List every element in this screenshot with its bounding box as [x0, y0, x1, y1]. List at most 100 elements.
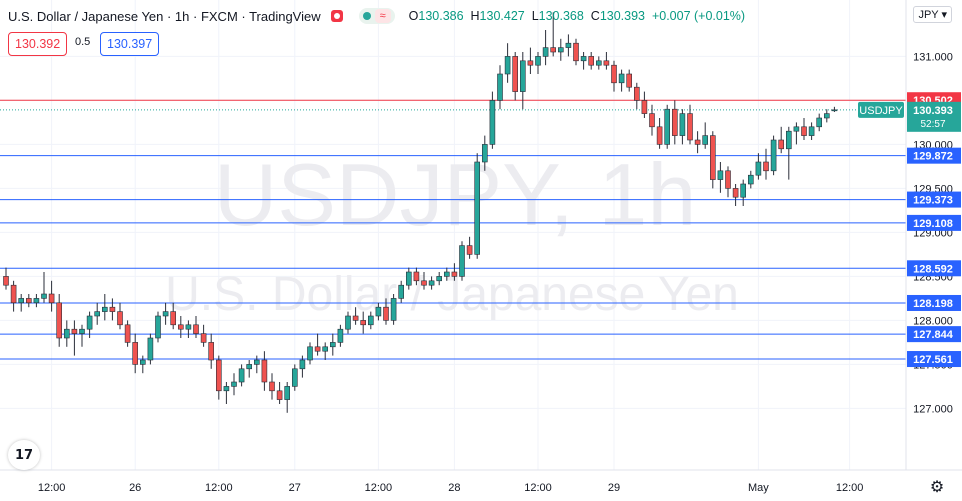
- open-value: 130.386: [418, 9, 464, 23]
- candle-body: [679, 113, 686, 136]
- candle-body: [428, 280, 435, 286]
- symbol-title[interactable]: U.S. Dollar / Japanese Yen · 1h · FXCM ·…: [8, 8, 321, 24]
- candle-body: [793, 126, 800, 132]
- sell-button[interactable]: 130.392: [8, 32, 68, 56]
- candle-body: [747, 174, 754, 185]
- candle-body: [48, 293, 55, 304]
- market-status-pill[interactable]: ≈: [358, 8, 395, 24]
- candle-body: [656, 126, 663, 145]
- candle-body: [542, 47, 549, 57]
- price-line-label-bg: [907, 147, 961, 164]
- time-tick-label: 12:00: [365, 482, 393, 494]
- candle-body: [284, 386, 291, 400]
- watermark-name: U.S. Dollar / Japanese Yen: [165, 268, 739, 321]
- candle-body: [367, 315, 374, 326]
- candle-body: [535, 56, 541, 66]
- countdown-label: 52:57: [920, 119, 945, 130]
- candle-body: [512, 56, 519, 92]
- candle-body: [208, 342, 214, 361]
- chart-header: U.S. Dollar / Japanese Yen · 1h · FXCM ·…: [8, 6, 745, 26]
- high-value: 130.427: [479, 9, 525, 23]
- candle-body: [785, 130, 792, 150]
- candle-body: [352, 315, 359, 321]
- price-labels: 130.502129.872129.373129.108128.592128.1…: [858, 92, 961, 368]
- candle-body: [778, 139, 785, 150]
- candle-body: [405, 271, 412, 286]
- candle-body: [10, 284, 17, 304]
- gear-icon[interactable]: ⚙: [929, 479, 945, 496]
- candle-body: [41, 293, 47, 299]
- time-tick-label: 12:00: [524, 482, 552, 494]
- candle-body: [725, 170, 731, 189]
- price-tick-label: 128.000: [913, 315, 953, 327]
- candle-body: [33, 298, 40, 304]
- candle-body: [360, 320, 367, 326]
- candle-body: [102, 306, 108, 312]
- symbol-tag-bg: [858, 101, 904, 118]
- price-tick-label: 131.000: [913, 51, 953, 63]
- buy-button[interactable]: 130.397: [100, 32, 160, 56]
- candle-body: [79, 328, 85, 334]
- candle-body: [694, 139, 701, 145]
- candle-body: [466, 245, 473, 255]
- last-price-label: 130.393: [913, 105, 953, 117]
- candle-body: [664, 108, 671, 145]
- candle-body: [443, 271, 450, 277]
- candle-body: [641, 100, 648, 114]
- candle-body: [626, 73, 633, 88]
- price-line-label: 128.592: [913, 263, 953, 275]
- price-line-label-bg: [907, 260, 961, 277]
- candle-body: [86, 315, 93, 330]
- candle-body: [140, 359, 146, 365]
- candle-body: [124, 324, 131, 343]
- candle-body: [413, 271, 420, 282]
- time-tick-label: 26: [129, 482, 141, 494]
- candle-body: [504, 56, 511, 75]
- price-axis[interactable]: 127.000127.500128.000128.500129.000129.5…: [905, 0, 953, 470]
- price-line-label: 127.844: [913, 329, 954, 341]
- tradingview-logo-icon[interactable]: 17: [8, 440, 40, 470]
- candle-body: [755, 161, 762, 176]
- time-axis[interactable]: 12:00 26 12:00 27 12:00 28 12:00 29 May 12:00: [0, 469, 962, 494]
- candle-body: [557, 47, 564, 53]
- candle-body: [474, 161, 481, 255]
- spread-value: 0.5: [75, 36, 91, 48]
- candle-body: [740, 183, 747, 198]
- time-tick-label: 29: [608, 482, 620, 494]
- candle-body: [565, 42, 572, 48]
- candle-body: [550, 47, 557, 53]
- ohlc-readout: O130.386 H130.427 L130.368 C130.393 +0.0…: [408, 9, 746, 23]
- candle-body: [497, 73, 503, 101]
- candle-body: [801, 126, 807, 136]
- candle-body: [178, 324, 184, 330]
- candle-body: [322, 346, 329, 352]
- record-icon[interactable]: [330, 10, 343, 22]
- candle-body: [223, 386, 230, 392]
- candle-body: [451, 271, 458, 277]
- candle-body: [162, 311, 169, 317]
- candle-body: [254, 359, 260, 365]
- candle-body: [618, 73, 625, 84]
- price-line-label: 129.872: [913, 151, 953, 163]
- price-line-label: 129.108: [913, 218, 953, 230]
- candle-body: [307, 346, 313, 361]
- time-tick-label: 27: [289, 482, 301, 494]
- currency-selector[interactable]: JPY ▾: [913, 6, 952, 23]
- candle-body: [193, 324, 199, 334]
- candle-body: [25, 298, 32, 304]
- candle-body: [709, 135, 716, 180]
- candle-body: [732, 188, 739, 198]
- close-value: 130.393: [599, 9, 645, 23]
- candle-body: [238, 368, 245, 383]
- last-price-label-bg: [907, 101, 961, 132]
- candle-body: [481, 144, 488, 163]
- horizontal-lines[interactable]: [0, 99, 906, 360]
- change-value: +0.007 (+0.01%): [651, 9, 746, 23]
- candle-body: [611, 64, 617, 84]
- candle-body: [390, 298, 397, 321]
- price-line-label-bg: [907, 294, 961, 311]
- candle-body: [231, 381, 237, 387]
- candle-body: [603, 60, 610, 66]
- candle-body: [580, 56, 587, 62]
